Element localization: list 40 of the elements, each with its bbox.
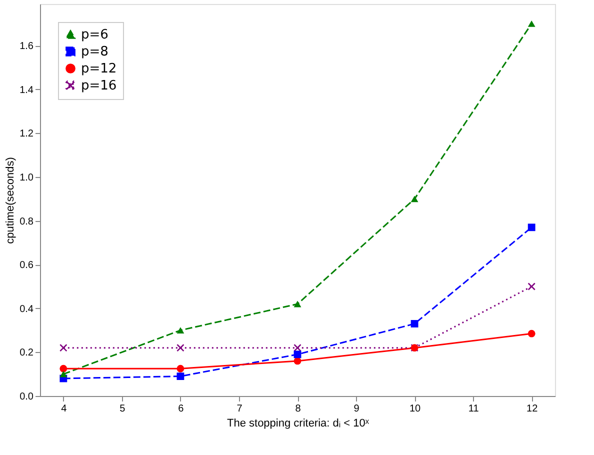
point [60, 364, 68, 372]
legend-label: p=6 [81, 28, 108, 42]
x-tick-label: 6 [178, 404, 184, 414]
y-tick-label: 0.8 [20, 216, 34, 228]
x-tick-label: 4 [61, 404, 68, 414]
y-tick-label: 0.0 [20, 392, 34, 402]
point [176, 372, 184, 380]
y-tick-label: 1.4 [20, 84, 34, 96]
point [410, 320, 418, 328]
x-axis-title: The stopping criteria: dᵢ < 10ˣ [226, 418, 370, 430]
y-tick-label: 0.6 [20, 260, 34, 272]
point [176, 344, 184, 352]
point [528, 224, 536, 232]
y-tick-label: 1.0 [20, 172, 34, 184]
x-tick-label: 9 [354, 404, 360, 414]
point [60, 370, 68, 378]
y-tick-label: 0.2 [20, 348, 34, 359]
point [410, 196, 418, 202]
point [528, 330, 536, 338]
point [294, 350, 302, 358]
x-tick-label: 10 [409, 404, 422, 414]
legend-label: p=16 [81, 78, 117, 94]
y-tick-label: 0.4 [20, 304, 34, 315]
x-tick-label: 5 [120, 404, 126, 414]
y-tick-label: 1.2 [20, 128, 34, 140]
x-tick-label: 11 [468, 404, 480, 414]
point [60, 344, 68, 352]
y-tick-label: 1.6 [20, 41, 34, 52]
legend-label: p=8 [81, 44, 108, 60]
point [176, 364, 184, 372]
x-tick-label: 8 [295, 404, 302, 414]
point [528, 20, 536, 27]
y-axis-title: cputime(seconds) [4, 157, 17, 244]
point [176, 327, 184, 334]
point [528, 282, 536, 290]
point [294, 300, 302, 308]
x-tick-label: 12 [526, 404, 538, 414]
legend-label: p=12 [81, 62, 117, 76]
x-tick-label: 7 [236, 404, 243, 414]
point [294, 357, 302, 365]
